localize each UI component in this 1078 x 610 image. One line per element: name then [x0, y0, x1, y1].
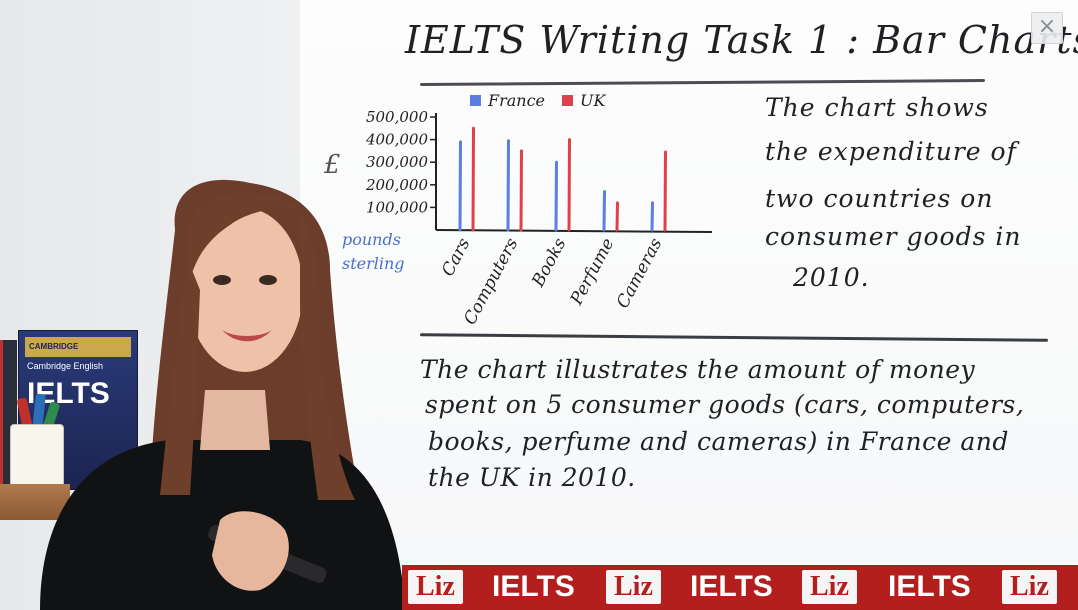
- book-series: Cambridge English: [27, 361, 104, 371]
- bar: [458, 140, 462, 232]
- bar: [471, 126, 475, 232]
- liz-ielts-banner: Liz IELTS Liz IELTS Liz IELTS Liz: [402, 565, 1078, 610]
- banner-ielts-text: IELTS: [888, 570, 971, 603]
- x-axis: [435, 229, 713, 233]
- side-text-line: consumer goods in: [765, 222, 1022, 251]
- bar: [650, 201, 654, 232]
- paragraph-line: The chart illustrates the amount of mone…: [420, 355, 976, 384]
- paragraph-line: books, perfume and cameras) in France an…: [428, 427, 1009, 456]
- whiteboard: [300, 0, 1078, 565]
- board-title: IELTS Writing Task 1 : Bar Charts: [405, 18, 1078, 62]
- bar: [506, 139, 510, 232]
- bar: [663, 150, 667, 232]
- x-tick-label: Books: [528, 235, 571, 291]
- banner-ielts-text: IELTS: [492, 570, 575, 603]
- y-tick-label: 200,000: [365, 176, 428, 194]
- presenter: [40, 179, 405, 610]
- paragraph-line: the UK in 2010.: [428, 463, 636, 492]
- banner-liz-logo: Liz: [1002, 570, 1057, 604]
- x-tick-label: Cameras: [613, 235, 667, 312]
- banner-liz-logo: Liz: [802, 570, 857, 604]
- book-publisher: CAMBRIDGE: [25, 337, 131, 357]
- side-text-line: the expenditure of: [765, 137, 1017, 166]
- banner-liz-logo: Liz: [606, 570, 661, 604]
- y-axis-currency-label: £: [323, 150, 341, 180]
- bar: [519, 149, 523, 232]
- side-text-line: The chart shows: [765, 93, 989, 122]
- bar: [602, 190, 606, 232]
- x-tick-label: Cars: [438, 235, 475, 280]
- bar: [554, 160, 558, 232]
- bar: [615, 201, 619, 232]
- bar-chart: 500,000 400,000 300,000 200,000 100,000 £ Fran…: [323, 91, 713, 325]
- pounds-label: pounds: [342, 230, 401, 249]
- banner-liz-logo: Liz: [408, 570, 463, 604]
- bar: [567, 138, 571, 232]
- y-tick-label: 300,000: [366, 153, 428, 171]
- y-tick-label: 400,000: [365, 131, 428, 149]
- side-text-line: 2010.: [793, 263, 870, 292]
- close-button[interactable]: ×: [1031, 12, 1063, 44]
- legend-swatch: [562, 95, 573, 106]
- x-tick-label: Perfume: [566, 235, 618, 309]
- side-text-line: two countries on: [765, 184, 994, 213]
- banner-ielts-text: IELTS: [690, 570, 773, 603]
- legend-label: UK: [580, 91, 606, 110]
- legend-label: France: [487, 91, 545, 110]
- paragraph-line: spent on 5 consumer goods (cars, compute…: [425, 390, 1025, 419]
- y-tick-label: 500,000: [366, 108, 428, 126]
- legend-swatch: [470, 95, 481, 106]
- shelf: [0, 484, 70, 520]
- y-tick-label: 100,000: [366, 198, 428, 216]
- sterling-label: sterling: [342, 254, 405, 273]
